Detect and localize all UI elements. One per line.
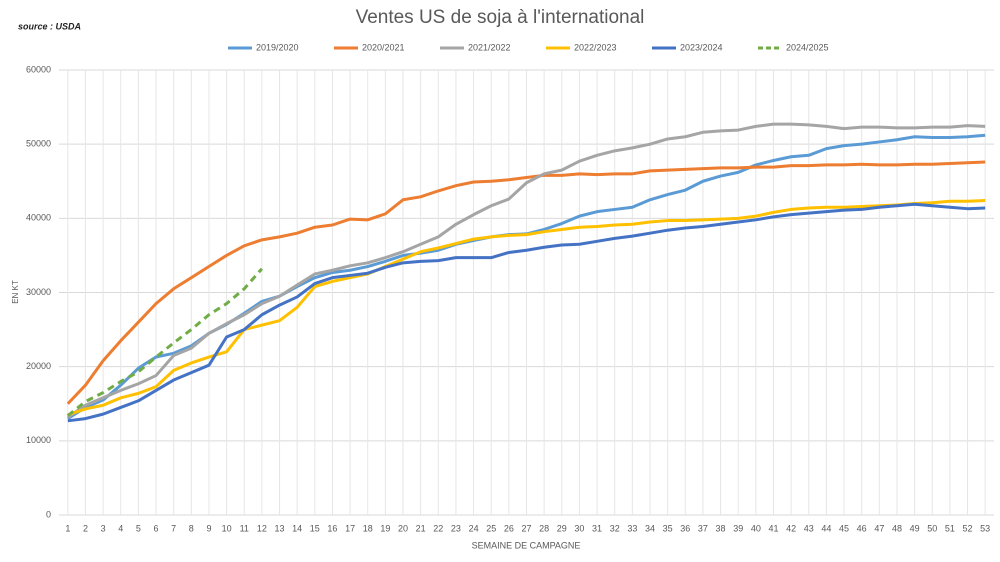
x-tick-label: 46 xyxy=(857,523,867,533)
x-tick-label: 33 xyxy=(627,523,637,533)
x-tick-label: 15 xyxy=(310,523,320,533)
y-axis-title: EN KT xyxy=(11,280,20,304)
x-tick-label: 37 xyxy=(698,523,708,533)
x-tick-label: 47 xyxy=(874,523,884,533)
x-tick-label: 34 xyxy=(645,523,655,533)
series-line xyxy=(67,202,986,423)
x-tick-label: 3 xyxy=(101,523,106,533)
y-tick-label: 40000 xyxy=(26,213,51,223)
x-tick-label: 4 xyxy=(118,523,123,533)
x-tick-label: 7 xyxy=(171,523,176,533)
legend-label: 2020/2021 xyxy=(362,42,405,52)
legend-label: 2022/2023 xyxy=(574,42,617,52)
x-tick-label: 27 xyxy=(521,523,531,533)
x-tick-label: 10 xyxy=(222,523,232,533)
x-tick-label: 35 xyxy=(663,523,673,533)
x-tick-label: 14 xyxy=(292,523,302,533)
legend-label: 2021/2022 xyxy=(468,42,511,52)
y-tick-label: 0 xyxy=(46,509,51,519)
x-tick-label: 2 xyxy=(83,523,88,533)
legend-label: 2023/2024 xyxy=(680,42,723,52)
x-tick-label: 32 xyxy=(610,523,620,533)
x-tick-label: 16 xyxy=(327,523,337,533)
x-tick-label: 39 xyxy=(733,523,743,533)
x-tick-label: 23 xyxy=(451,523,461,533)
x-tick-label: 1 xyxy=(65,523,70,533)
x-tick-label: 45 xyxy=(839,523,849,533)
x-tick-label: 26 xyxy=(504,523,514,533)
series-line xyxy=(66,267,264,417)
x-tick-label: 11 xyxy=(240,523,249,533)
y-tick-label: 10000 xyxy=(26,435,51,445)
x-tick-label: 22 xyxy=(433,523,443,533)
x-tick-label: 42 xyxy=(786,523,796,533)
x-tick-label: 20 xyxy=(398,523,408,533)
y-tick-label: 60000 xyxy=(26,64,51,74)
x-tick-label: 53 xyxy=(980,523,990,533)
chart-title: Ventes US de soja à l'international xyxy=(356,7,645,28)
x-tick-label: 52 xyxy=(963,523,973,533)
x-tick-label: 8 xyxy=(189,523,194,533)
x-tick-label: 48 xyxy=(892,523,902,533)
x-tick-label: 24 xyxy=(469,523,479,533)
x-tick-label: 13 xyxy=(275,523,285,533)
x-tick-label: 51 xyxy=(945,523,955,533)
x-tick-label: 17 xyxy=(345,523,355,533)
x-tick-label: 38 xyxy=(716,523,726,533)
series-line xyxy=(66,122,986,419)
x-tick-label: 12 xyxy=(257,523,267,533)
x-axis-title: SEMAINE DE CAMPAGNE xyxy=(472,540,581,550)
x-tick-label: 50 xyxy=(927,523,937,533)
x-tick-label: 5 xyxy=(136,523,141,533)
x-tick-label: 28 xyxy=(539,523,549,533)
x-tick-label: 29 xyxy=(557,523,567,533)
x-tick-label: 25 xyxy=(486,523,496,533)
y-tick-label: 20000 xyxy=(26,361,51,371)
x-tick-label: 6 xyxy=(154,523,159,533)
x-tick-label: 30 xyxy=(574,523,584,533)
source: source : USDA xyxy=(18,21,81,31)
legend-label: 2024/2025 xyxy=(786,42,829,52)
series-line xyxy=(67,199,986,417)
y-tick-label: 50000 xyxy=(26,139,51,149)
x-tick-label: 19 xyxy=(380,523,390,533)
x-tick-label: 40 xyxy=(751,523,761,533)
x-tick-label: 9 xyxy=(206,523,211,533)
x-tick-label: 31 xyxy=(592,523,602,533)
y-tick-label: 30000 xyxy=(26,287,51,297)
legend-label: 2019/2020 xyxy=(256,42,299,52)
x-tick-label: 41 xyxy=(768,523,778,533)
series-line xyxy=(66,160,986,405)
x-tick-label: 18 xyxy=(363,523,373,533)
x-tick-label: 36 xyxy=(680,523,690,533)
x-tick-label: 44 xyxy=(821,523,831,533)
x-tick-label: 49 xyxy=(910,523,920,533)
x-tick-label: 21 xyxy=(416,523,426,533)
x-tick-label: 43 xyxy=(804,523,814,533)
